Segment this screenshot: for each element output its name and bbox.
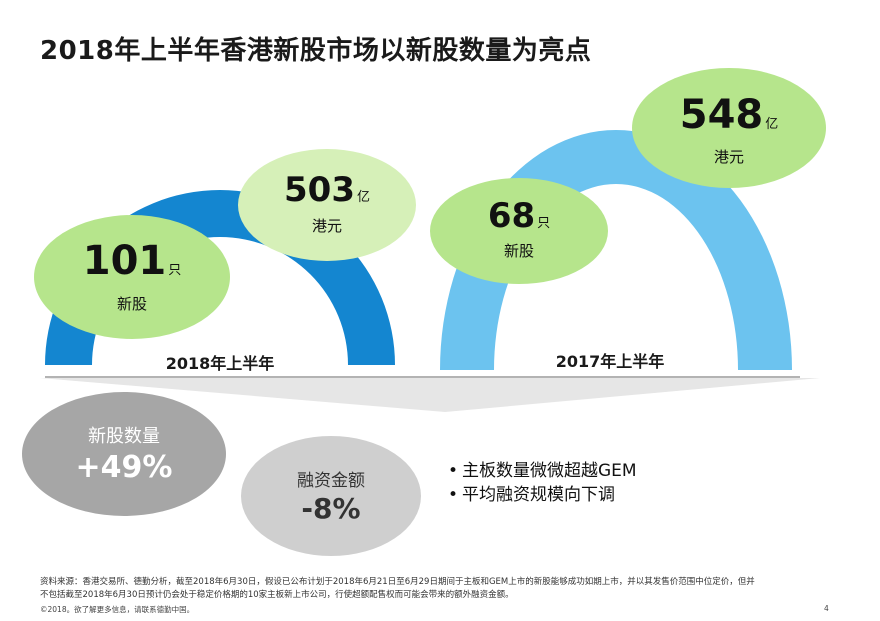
funds-2018: 503 亿 bbox=[252, 170, 402, 210]
ipo-count-2017-unit: 只 bbox=[537, 216, 551, 231]
funds-2018-unit: 亿 bbox=[356, 190, 370, 205]
page-title: 2018年上半年香港新股市场以新股数量为亮点 bbox=[40, 36, 592, 66]
ipo-count-2018-value: 101 bbox=[82, 238, 167, 284]
funds-2017-unit: 亿 bbox=[765, 117, 779, 132]
page-number: 4 bbox=[824, 604, 829, 613]
bubble-2018-count bbox=[34, 215, 230, 339]
bullet-text: 主板数量微微超越GEM bbox=[462, 461, 637, 481]
change-count-value: +49% bbox=[75, 450, 173, 485]
bullet-item: • 平均融资规模向下调 bbox=[448, 483, 637, 507]
ipo-count-2018: 101 只 bbox=[52, 238, 212, 284]
ipo-count-2017: 68 只 bbox=[444, 196, 594, 236]
change-count-label: 新股数量 bbox=[88, 426, 160, 447]
change-funds-value: -8% bbox=[301, 492, 361, 525]
bullet-text: 平均融资规模向下调 bbox=[462, 485, 615, 505]
source-note-line-1: 资料来源：香港交易所、德勤分析，截至2018年6月30日，假设已公布计划于201… bbox=[40, 577, 755, 587]
copyright: ©2018。欲了解更多信息，请联系德勤中国。 bbox=[40, 605, 195, 614]
ipo-count-2017-caption: 新股 bbox=[503, 242, 534, 260]
bubble-2017-funds bbox=[632, 68, 826, 188]
funds-2017-caption: 港元 bbox=[713, 148, 744, 166]
source-note: 资料来源：香港交易所、德勤分析，截至2018年6月30日，假设已公布计划于201… bbox=[40, 576, 870, 602]
funds-2017: 548 亿 bbox=[649, 92, 809, 138]
funds-2018-value: 503 bbox=[284, 170, 355, 210]
stat-circle-count bbox=[22, 392, 226, 516]
funds-2017-value: 548 bbox=[679, 92, 764, 138]
funnel-shape bbox=[40, 378, 820, 412]
bullet-dot: • bbox=[448, 461, 459, 481]
funds-2018-caption: 港元 bbox=[311, 217, 342, 235]
change-funds-label: 融资金额 bbox=[297, 471, 365, 491]
stat-circle-funds bbox=[241, 436, 421, 556]
bullet-item: • 主板数量微微超越GEM bbox=[448, 459, 637, 483]
bubble-2017-count bbox=[430, 178, 608, 284]
period-label-2018: 2018年上半年 bbox=[165, 354, 275, 373]
period-label-2017: 2017年上半年 bbox=[555, 352, 665, 371]
bubble-2018-funds bbox=[238, 149, 416, 261]
ipo-count-2018-caption: 新股 bbox=[116, 295, 147, 313]
source-note-line-2: 不包括截至2018年6月30日预计仍会处于稳定价格期的10家主板新上市公司，行使… bbox=[40, 590, 514, 600]
ipo-count-2017-value: 68 bbox=[487, 196, 536, 236]
bullet-dot: • bbox=[448, 485, 459, 505]
bullet-list: • 主板数量微微超越GEM • 平均融资规模向下调 bbox=[448, 459, 637, 507]
ipo-count-2018-unit: 只 bbox=[168, 263, 182, 278]
